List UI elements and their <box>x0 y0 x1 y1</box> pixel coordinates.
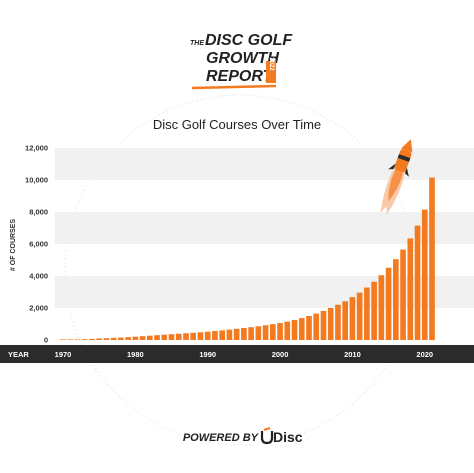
bar-2003 <box>299 318 305 340</box>
bar-1991 <box>212 331 218 340</box>
bar-2009 <box>342 301 348 340</box>
bar-1997 <box>256 326 262 340</box>
bar-1980 <box>133 337 139 340</box>
x-tick-label: 1990 <box>199 350 216 359</box>
bar-1979 <box>125 337 131 340</box>
y-tick-label: 6,000 <box>29 240 48 249</box>
chart-title: Disc Golf Courses Over Time <box>153 117 321 132</box>
bar-1976 <box>104 338 110 340</box>
logo-year-badge: 2022 <box>268 57 274 71</box>
udisc-logo-icon <box>262 428 272 443</box>
bar-2019 <box>415 226 421 340</box>
bar-2013 <box>371 282 377 340</box>
bar-1971 <box>67 339 73 340</box>
bar-1982 <box>147 336 153 340</box>
y-tick-labels: 0 2,000 4,000 6,000 8,000 10,000 12,000 <box>25 144 48 345</box>
x-tick-label: 1980 <box>127 350 144 359</box>
y-axis-label: # OF COURSES <box>10 219 17 271</box>
bar-2020 <box>422 210 428 340</box>
bars <box>60 178 435 340</box>
bar-2006 <box>321 311 327 340</box>
bar-2017 <box>400 250 406 340</box>
bar-1994 <box>234 329 240 340</box>
bar-1977 <box>111 338 117 340</box>
y-tick-label: 12,000 <box>25 144 48 153</box>
logo-the-label: THE <box>190 40 204 47</box>
bar-1996 <box>248 327 254 340</box>
bar-2021 <box>429 178 435 340</box>
bar-1975 <box>96 338 102 340</box>
bar-1999 <box>270 324 276 340</box>
bar-2005 <box>313 314 319 340</box>
bar-2016 <box>393 259 399 340</box>
y-tick-label: 4,000 <box>29 272 48 281</box>
bar-1990 <box>205 332 211 340</box>
bar-1993 <box>227 330 233 340</box>
brand-name: Disc <box>273 429 303 445</box>
bar-1992 <box>219 330 225 340</box>
bar-1985 <box>169 334 175 340</box>
bar-1972 <box>75 339 81 340</box>
bar-1988 <box>190 333 196 340</box>
x-tick-label: 2020 <box>416 350 433 359</box>
bar-1987 <box>183 333 189 340</box>
bar-2010 <box>350 297 356 340</box>
bar-2001 <box>284 322 290 340</box>
x-axis-label: YEAR <box>8 350 29 359</box>
bar-1978 <box>118 338 124 340</box>
dotted-circle-background <box>65 95 415 445</box>
bar-1970 <box>60 339 66 340</box>
bar-1974 <box>89 339 95 340</box>
x-tick-label: 2000 <box>272 350 289 359</box>
bar-2014 <box>379 275 385 340</box>
y-tick-label: 2,000 <box>29 304 48 313</box>
bar-2018 <box>407 238 413 340</box>
bar-1989 <box>198 332 204 340</box>
bar-1998 <box>263 325 269 340</box>
y-tick-label: 8,000 <box>29 208 48 217</box>
bar-2011 <box>357 293 363 340</box>
bar-2004 <box>306 316 312 340</box>
bar-2002 <box>292 320 298 340</box>
x-tick-label: 2010 <box>344 350 361 359</box>
bar-1984 <box>161 335 167 340</box>
logo-line3: REPORT <box>206 68 274 85</box>
logo-line1: DISC GOLF <box>205 32 293 49</box>
bar-2015 <box>386 268 392 340</box>
svg-text:THE: THE <box>190 40 204 47</box>
bar-1973 <box>82 339 88 340</box>
bar-1983 <box>154 335 160 340</box>
grid-band <box>55 148 474 180</box>
bar-2008 <box>335 305 341 340</box>
bar-2000 <box>277 323 283 340</box>
bar-1981 <box>140 336 146 340</box>
x-tick-label: 1970 <box>55 350 72 359</box>
bar-1986 <box>176 334 182 340</box>
bar-2007 <box>328 308 334 340</box>
y-tick-label: 0 <box>44 336 48 345</box>
y-tick-label: 10,000 <box>25 176 48 185</box>
powered-by-label: POWERED BY <box>183 432 260 444</box>
footer: POWERED BY Disc <box>183 428 303 445</box>
bar-2012 <box>364 288 370 340</box>
bar-1995 <box>241 328 247 340</box>
report-logo: THE DISC GOLF GROWTH REPORT 2022 <box>190 32 293 88</box>
logo-underline <box>192 86 276 88</box>
